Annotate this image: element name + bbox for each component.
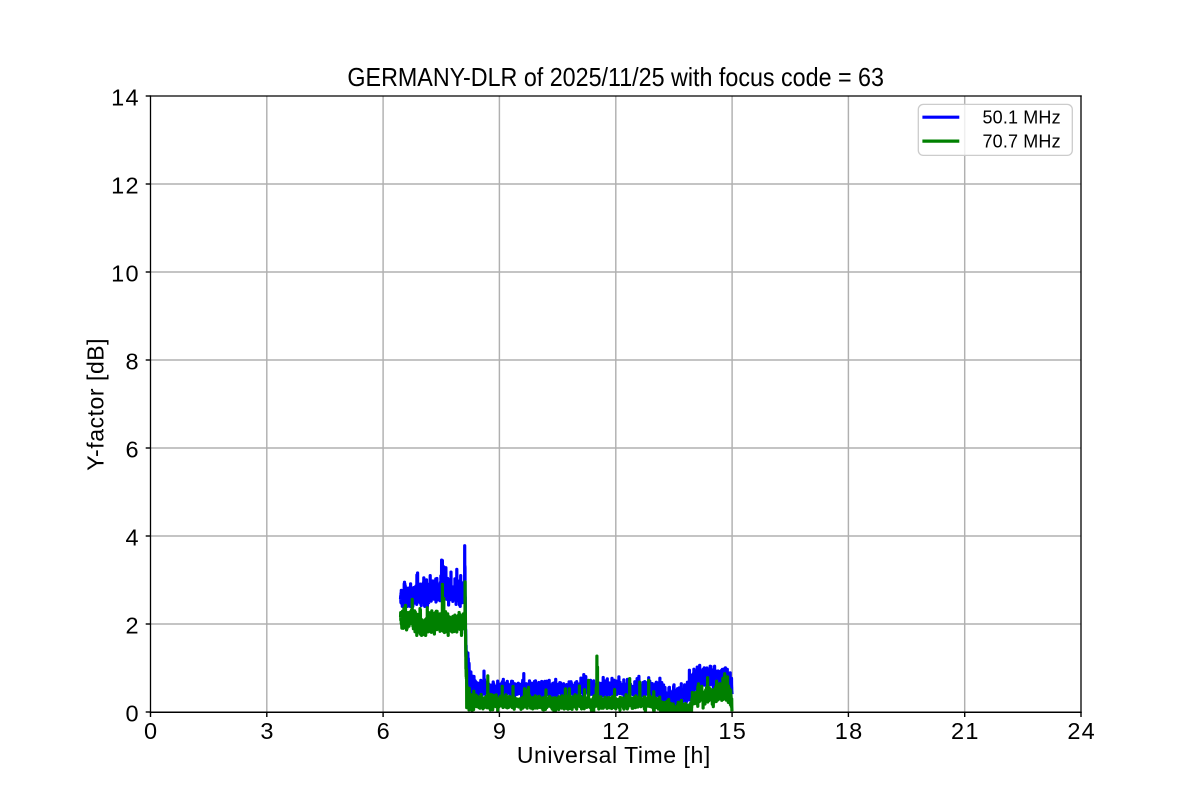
svg-text:0: 0 [144, 718, 158, 744]
svg-text:4: 4 [126, 524, 140, 550]
svg-text:6: 6 [126, 436, 140, 462]
svg-text:Y-factor [dB]: Y-factor [dB] [83, 338, 109, 471]
svg-text:3: 3 [260, 718, 274, 744]
svg-text:10: 10 [111, 260, 140, 286]
svg-text:15: 15 [718, 718, 747, 744]
svg-text:2: 2 [126, 612, 140, 638]
svg-text:12: 12 [602, 718, 631, 744]
svg-text:9: 9 [493, 718, 507, 744]
svg-text:18: 18 [835, 718, 864, 744]
svg-text:12: 12 [111, 172, 140, 198]
svg-text:6: 6 [377, 718, 391, 744]
svg-text:24: 24 [1067, 718, 1096, 744]
svg-text:21: 21 [951, 718, 980, 744]
svg-text:50.1 MHz: 50.1 MHz [983, 108, 1061, 128]
svg-text:0: 0 [126, 700, 140, 726]
svg-text:14: 14 [111, 84, 140, 110]
svg-text:70.7 MHz: 70.7 MHz [983, 131, 1061, 151]
svg-text:GERMANY-DLR of 2025/11/25 with: GERMANY-DLR of 2025/11/25 with focus cod… [347, 64, 884, 92]
svg-text:8: 8 [126, 348, 140, 374]
svg-text:Universal Time [h]: Universal Time [h] [517, 742, 711, 768]
